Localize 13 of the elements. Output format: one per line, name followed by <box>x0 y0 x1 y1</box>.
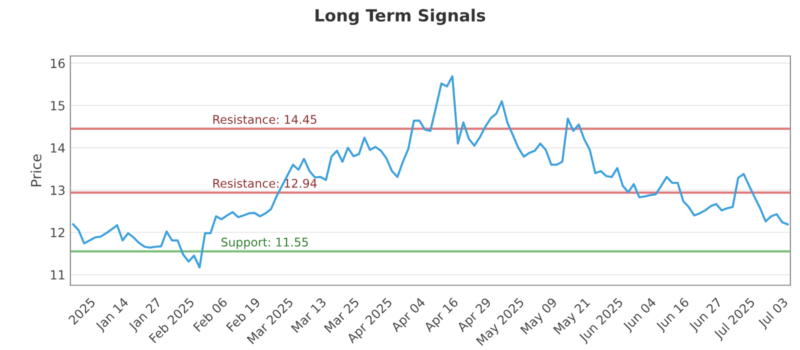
y-tick-label: 15 <box>51 101 64 110</box>
y-tick-label: 14 <box>51 143 65 153</box>
y-tick-label: 16 <box>51 58 65 68</box>
line-series <box>72 75 789 269</box>
y-tick-label: 11 <box>51 270 64 280</box>
chart-title: Long Term Signals <box>316 8 486 26</box>
y-axis-title: Price <box>30 154 42 186</box>
y-tick-label: 12 <box>51 228 64 238</box>
y-tick-label: 13 <box>51 186 65 196</box>
ref-line-label: Resistance: 14.45 <box>213 114 316 124</box>
ref-line-label: Support: 11.55 <box>221 238 308 249</box>
x-tick-label: Jul 03 <box>756 297 790 330</box>
ref-line-label: Resistance: 12.94 <box>213 178 317 188</box>
